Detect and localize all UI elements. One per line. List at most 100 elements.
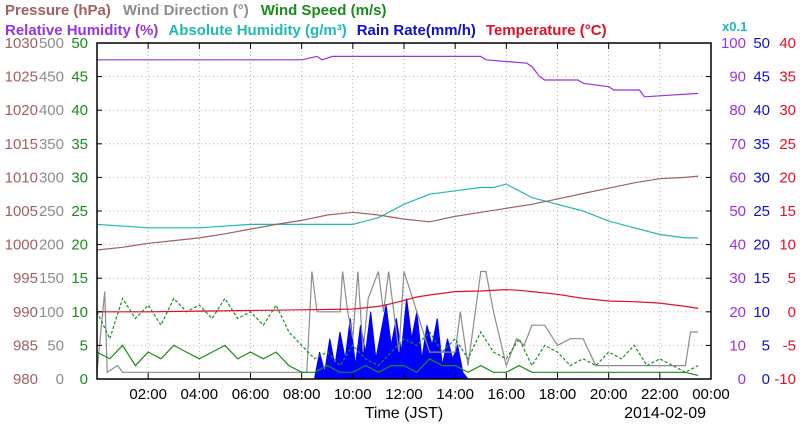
x-tick-label: 22:00 xyxy=(641,386,679,403)
y-tick-label-humidity: 50 xyxy=(729,203,746,220)
y-tick-label-rain-rate: 45 xyxy=(753,69,770,86)
y-tick-label-rain-rate: 0 xyxy=(762,371,770,388)
y-tick-label-wind-speed: 30 xyxy=(71,169,88,186)
series-absolute-humidity xyxy=(96,183,699,239)
y-tick-label-wind-direction: 500 xyxy=(39,35,64,52)
y-tick-label-pressure: 980 xyxy=(13,371,38,388)
y-tick-label-temperature: -10 xyxy=(774,371,796,388)
series-relative-humidity xyxy=(97,55,699,98)
y-tick-label-humidity: 40 xyxy=(729,237,746,254)
y-tick-label-wind-speed: 45 xyxy=(71,69,88,86)
y-tick-label-pressure: 1025 xyxy=(5,69,38,86)
y-tick-label-wind-direction: 0 xyxy=(56,371,64,388)
scale-note: x0.1 xyxy=(722,19,747,34)
y-tick-label-pressure: 990 xyxy=(13,304,38,321)
x-tick-label: 16:00 xyxy=(488,386,526,403)
y-tick-label-temperature: 30 xyxy=(779,102,796,119)
y-tick-label-rain-rate: 40 xyxy=(753,102,770,119)
y-tick-label-humidity: 20 xyxy=(729,304,746,321)
y-tick-label-rain-rate: 5 xyxy=(762,337,770,354)
series-wind-speed-avg xyxy=(96,344,699,377)
y-tick-label-wind-direction: 300 xyxy=(39,169,64,186)
y-tick-label-temperature: 35 xyxy=(779,69,796,86)
x-tick-label: 04:00 xyxy=(181,386,219,403)
y-tick-label-pressure: 1030 xyxy=(5,35,38,52)
y-tick-label-wind-speed: 20 xyxy=(71,237,88,254)
header-row-2: Relative Humidity (%) Absolute Humidity (… xyxy=(5,22,607,39)
header-item: Relative Humidity (%) xyxy=(5,22,158,39)
y-tick-label-temperature: 10 xyxy=(779,237,796,254)
series-wind-direction xyxy=(96,270,699,374)
y-tick-label-humidity: 100 xyxy=(721,35,746,52)
x-tick-label: 00:00 xyxy=(692,386,730,403)
y-tick-label-wind-direction: 100 xyxy=(39,304,64,321)
series-layer xyxy=(96,55,699,380)
y-tick-label-humidity: 80 xyxy=(729,102,746,119)
y-tick-label-temperature: 25 xyxy=(779,136,796,153)
y-tick-label-pressure: 1015 xyxy=(5,136,38,153)
y-tick-label-wind-direction: 450 xyxy=(39,69,64,86)
series-wind-speed-max xyxy=(96,296,699,373)
series-rain-rate xyxy=(314,298,470,380)
y-tick-label-humidity: 70 xyxy=(729,136,746,153)
y-tick-label-pressure: 1010 xyxy=(5,169,38,186)
y-tick-label-pressure: 1005 xyxy=(5,203,38,220)
x-tick-label: 10:00 xyxy=(334,386,372,403)
y-tick-label-pressure: 985 xyxy=(13,337,38,354)
grid xyxy=(97,43,711,379)
y-tick-label-rain-rate: 10 xyxy=(753,304,770,321)
y-tick-label-rain-rate: 30 xyxy=(753,169,770,186)
y-tick-label-wind-direction: 50 xyxy=(47,337,64,354)
y-tick-label-humidity: 30 xyxy=(729,270,746,287)
y-tick-label-rain-rate: 15 xyxy=(753,270,770,287)
header-item: Rain Rate(mm/h) xyxy=(357,22,476,39)
y-tick-label-rain-rate: 50 xyxy=(753,35,770,52)
y-tick-label-temperature: -5 xyxy=(783,337,796,354)
y-tick-label-temperature: 0 xyxy=(788,304,796,321)
y-tick-label-humidity: 0 xyxy=(738,371,746,388)
series-pressure xyxy=(96,175,699,251)
y-tick-label-wind-speed: 25 xyxy=(71,203,88,220)
x-tick-label: 14:00 xyxy=(436,386,474,403)
y-tick-label-humidity: 60 xyxy=(729,169,746,186)
header-item: Wind Speed (m/s) xyxy=(261,2,387,19)
header-row-1: Pressure (hPa) Wind Direction (°) Wind Spe… xyxy=(5,2,386,19)
y-tick-label-wind-speed: 0 xyxy=(80,371,88,388)
y-tick-label-rain-rate: 35 xyxy=(753,136,770,153)
y-tick-label-humidity: 10 xyxy=(729,337,746,354)
y-tick-label-humidity: 90 xyxy=(729,69,746,86)
series-temperature xyxy=(97,288,699,313)
y-tick-label-temperature: 5 xyxy=(788,270,796,287)
y-tick-label-temperature: 20 xyxy=(779,169,796,186)
y-tick-label-wind-direction: 350 xyxy=(39,136,64,153)
left-axes: 1030102510201015101010051000995990985980… xyxy=(5,35,88,388)
x-axis: 02:00 04:00 06:00 08:00 10:00 12:00 14:00 16:00… xyxy=(129,43,730,403)
y-tick-label-wind-speed: 40 xyxy=(71,102,88,119)
y-tick-label-wind-direction: 200 xyxy=(39,237,64,254)
y-tick-label-temperature: 15 xyxy=(779,203,796,220)
y-tick-label-wind-direction: 250 xyxy=(39,203,64,220)
x-axis-label: Time (JST) xyxy=(365,405,444,422)
x-tick-label: 06:00 xyxy=(232,386,270,403)
x-tick-label: 02:00 xyxy=(129,386,167,403)
x-tick-label: 18:00 xyxy=(539,386,577,403)
y-tick-label-rain-rate: 20 xyxy=(753,237,770,254)
date-label: 2014-02-09 xyxy=(624,405,706,422)
x-tick-label: 12:00 xyxy=(385,386,423,403)
header-item: Temperature (°C) xyxy=(486,22,607,39)
y-tick-label-temperature: 40 xyxy=(779,35,796,52)
y-tick-label-rain-rate: 25 xyxy=(753,203,770,220)
y-tick-label-wind-direction: 400 xyxy=(39,102,64,119)
right-axes: 1009080706050403020100504540353025201510… xyxy=(97,35,796,388)
y-tick-label-pressure: 995 xyxy=(13,270,38,287)
y-tick-label-wind-speed: 35 xyxy=(71,136,88,153)
y-tick-label-pressure: 1000 xyxy=(5,237,38,254)
y-tick-label-wind-speed: 5 xyxy=(80,337,88,354)
x-tick-label: 08:00 xyxy=(283,386,321,403)
y-tick-label-pressure: 1020 xyxy=(5,102,38,119)
header-item: Pressure (hPa) xyxy=(5,2,111,19)
y-tick-label-wind-speed: 50 xyxy=(71,35,88,52)
header-item: Wind Direction (°) xyxy=(123,2,249,19)
y-tick-label-wind-direction: 150 xyxy=(39,270,64,287)
